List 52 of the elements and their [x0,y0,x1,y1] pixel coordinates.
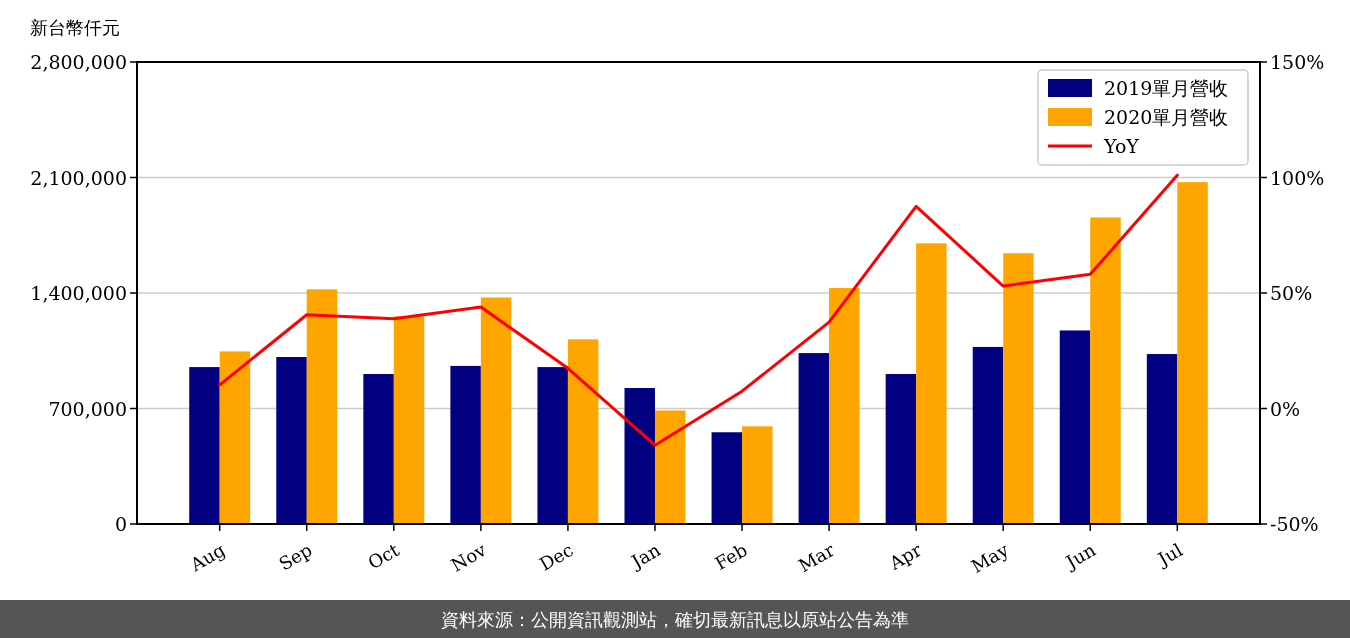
x-tick-label: Oct [364,538,404,574]
bar [711,432,743,524]
bar [1146,354,1178,524]
x-tick-label: Mar [794,538,839,577]
bar [276,357,307,524]
bar [189,367,220,524]
bar [654,410,686,524]
bar [567,339,599,524]
y2-tick-label: 150% [1270,51,1325,73]
bar [742,426,773,524]
bar [885,374,917,524]
line-series [218,173,1179,447]
y-tick-label: 0 [114,513,127,535]
x-tick-label: Dec [535,539,577,575]
bar [624,388,655,524]
x-tick-label: Aug [185,539,229,576]
legend-label: 2020單月營收 [1104,106,1229,128]
bar [1059,330,1091,524]
y-axis-title: 新台幣仟元 [30,17,120,38]
bar [972,346,1004,524]
x-tick-label: Feb [711,539,751,575]
x-tick-label: Jan [625,538,665,574]
x-tick-label: May [967,538,1013,577]
bar [219,351,251,524]
y2-tick-label: 0% [1270,397,1301,420]
y-tick-label: 1,400,000 [30,282,127,304]
bar [480,297,512,524]
bar [1090,217,1121,524]
bar [1003,253,1034,524]
y-tick-label: 2,100,000 [30,166,127,189]
bar [798,353,830,524]
y2-tick-label: 100% [1270,166,1325,189]
bar [393,316,425,524]
legend-label: YoY [1103,135,1140,157]
bar [829,288,860,524]
bar [306,289,338,524]
y-tick-label: 2,800,000 [30,51,127,73]
y2-tick-label: -50% [1270,513,1319,535]
y-tick-label: 700,000 [48,397,127,420]
y2-tick-label: 50% [1270,282,1313,304]
bar [916,243,947,524]
x-tick-label: Nov [447,538,491,576]
legend-label: 2019單月營收 [1104,77,1229,99]
bar [450,365,481,524]
bar [1177,182,1208,524]
bar [363,374,394,524]
x-tick-label: Jul [1152,538,1187,571]
x-tick-label: Sep [275,539,316,575]
x-tick-label: Jun [1060,538,1100,574]
x-tick-label: Apr [884,538,926,575]
bar [537,367,568,524]
source-note: 資料來源：公開資訊觀測站，確切最新訊息以原站公告為準 [441,608,909,630]
